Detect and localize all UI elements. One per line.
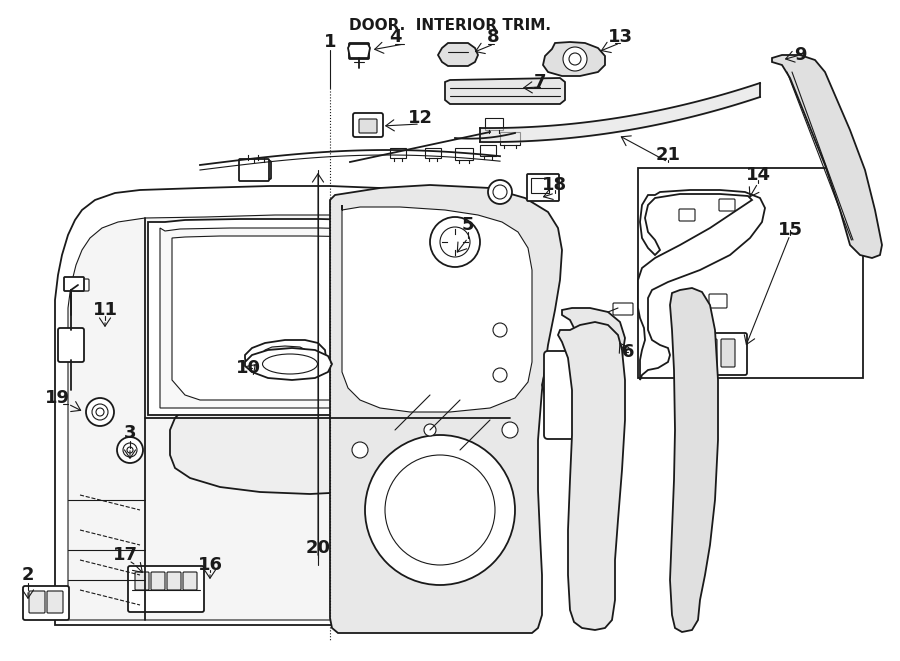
Polygon shape bbox=[638, 190, 765, 380]
Polygon shape bbox=[260, 346, 310, 367]
Polygon shape bbox=[170, 393, 410, 494]
Text: 3: 3 bbox=[124, 424, 136, 442]
Circle shape bbox=[352, 442, 368, 458]
Text: DOOR.  INTERIOR TRIM.: DOOR. INTERIOR TRIM. bbox=[349, 18, 551, 33]
Polygon shape bbox=[172, 236, 498, 400]
Text: 15: 15 bbox=[778, 221, 803, 239]
Circle shape bbox=[440, 227, 470, 257]
FancyBboxPatch shape bbox=[135, 572, 149, 590]
FancyBboxPatch shape bbox=[719, 199, 735, 211]
Polygon shape bbox=[148, 219, 505, 415]
FancyBboxPatch shape bbox=[679, 209, 695, 221]
Text: 17: 17 bbox=[112, 546, 138, 564]
Text: 4: 4 bbox=[389, 28, 401, 46]
FancyBboxPatch shape bbox=[183, 572, 197, 590]
Polygon shape bbox=[558, 322, 625, 630]
Circle shape bbox=[493, 323, 507, 337]
Circle shape bbox=[493, 368, 507, 382]
Circle shape bbox=[127, 447, 133, 453]
Text: 7: 7 bbox=[534, 73, 546, 91]
Circle shape bbox=[123, 443, 137, 457]
Polygon shape bbox=[542, 308, 625, 398]
Text: 16: 16 bbox=[197, 556, 222, 574]
Circle shape bbox=[86, 398, 114, 426]
Polygon shape bbox=[68, 215, 516, 620]
Polygon shape bbox=[438, 43, 478, 66]
FancyBboxPatch shape bbox=[703, 339, 717, 367]
Circle shape bbox=[430, 217, 480, 267]
Text: 9: 9 bbox=[794, 46, 806, 64]
FancyBboxPatch shape bbox=[685, 339, 699, 367]
FancyBboxPatch shape bbox=[480, 145, 496, 156]
FancyBboxPatch shape bbox=[23, 586, 69, 620]
FancyBboxPatch shape bbox=[128, 566, 204, 612]
Polygon shape bbox=[348, 44, 370, 58]
FancyBboxPatch shape bbox=[638, 168, 863, 378]
FancyBboxPatch shape bbox=[47, 591, 63, 613]
FancyBboxPatch shape bbox=[58, 328, 84, 362]
FancyBboxPatch shape bbox=[359, 119, 377, 133]
Polygon shape bbox=[330, 185, 562, 633]
FancyBboxPatch shape bbox=[73, 279, 89, 291]
Circle shape bbox=[563, 47, 587, 71]
Text: 18: 18 bbox=[543, 176, 568, 194]
Polygon shape bbox=[55, 186, 528, 625]
Text: 5: 5 bbox=[462, 216, 474, 234]
Text: 10: 10 bbox=[236, 359, 260, 377]
Circle shape bbox=[424, 424, 436, 436]
Polygon shape bbox=[772, 55, 882, 258]
Polygon shape bbox=[245, 340, 326, 372]
FancyBboxPatch shape bbox=[239, 159, 269, 181]
Circle shape bbox=[502, 422, 518, 438]
Polygon shape bbox=[160, 228, 498, 408]
Text: 11: 11 bbox=[93, 301, 118, 319]
FancyBboxPatch shape bbox=[709, 294, 727, 308]
Circle shape bbox=[117, 437, 143, 463]
Circle shape bbox=[493, 185, 507, 199]
FancyBboxPatch shape bbox=[64, 277, 84, 291]
Circle shape bbox=[569, 53, 581, 65]
Text: 14: 14 bbox=[745, 166, 770, 184]
FancyBboxPatch shape bbox=[353, 113, 383, 137]
Circle shape bbox=[92, 404, 108, 420]
FancyBboxPatch shape bbox=[613, 303, 633, 315]
Text: 8: 8 bbox=[487, 28, 500, 46]
Polygon shape bbox=[342, 205, 532, 412]
FancyBboxPatch shape bbox=[455, 148, 473, 160]
Polygon shape bbox=[445, 78, 565, 104]
FancyBboxPatch shape bbox=[531, 178, 549, 193]
FancyBboxPatch shape bbox=[500, 132, 520, 145]
FancyBboxPatch shape bbox=[425, 148, 441, 158]
FancyBboxPatch shape bbox=[678, 333, 747, 375]
FancyBboxPatch shape bbox=[247, 161, 271, 179]
Circle shape bbox=[365, 435, 515, 585]
Text: 19: 19 bbox=[44, 389, 69, 407]
Circle shape bbox=[385, 455, 495, 565]
FancyBboxPatch shape bbox=[390, 148, 406, 158]
Polygon shape bbox=[670, 288, 718, 632]
Circle shape bbox=[488, 180, 512, 204]
FancyBboxPatch shape bbox=[527, 174, 559, 201]
Polygon shape bbox=[245, 348, 332, 380]
Text: 20: 20 bbox=[305, 539, 330, 557]
Circle shape bbox=[96, 408, 104, 416]
Text: 12: 12 bbox=[408, 109, 433, 127]
FancyBboxPatch shape bbox=[485, 118, 503, 130]
FancyBboxPatch shape bbox=[151, 572, 165, 590]
Text: 2: 2 bbox=[22, 566, 34, 584]
FancyBboxPatch shape bbox=[544, 351, 622, 439]
Text: 21: 21 bbox=[655, 146, 680, 164]
Text: 1: 1 bbox=[324, 33, 337, 51]
FancyBboxPatch shape bbox=[29, 591, 45, 613]
Text: 13: 13 bbox=[608, 28, 633, 46]
FancyBboxPatch shape bbox=[167, 572, 181, 590]
FancyBboxPatch shape bbox=[349, 43, 369, 59]
Text: 6: 6 bbox=[622, 343, 634, 361]
FancyBboxPatch shape bbox=[721, 339, 735, 367]
Polygon shape bbox=[543, 42, 605, 76]
